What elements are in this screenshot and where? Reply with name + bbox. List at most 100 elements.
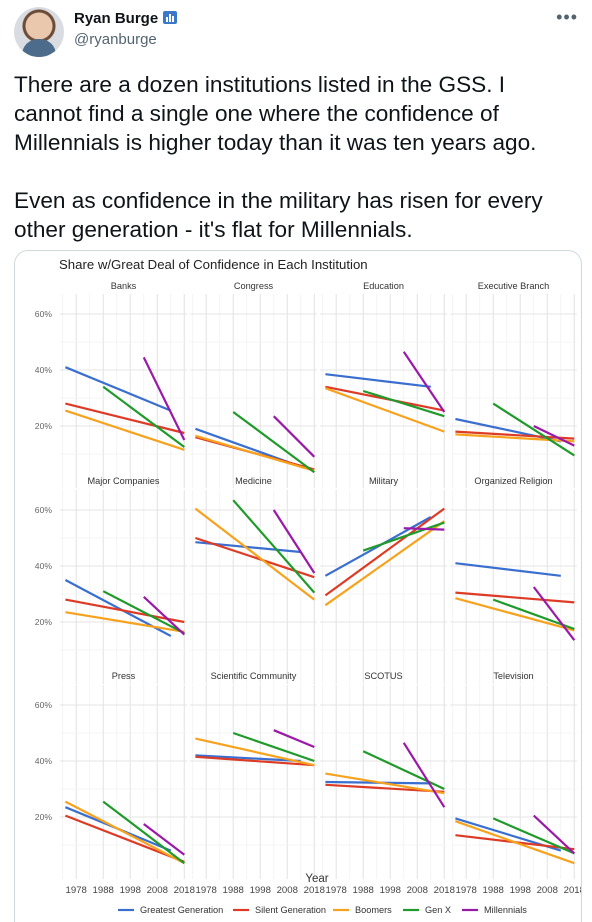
panel-background [190, 294, 317, 488]
x-tick-label: 1978 [66, 885, 87, 896]
y-tick-label: 40% [35, 561, 53, 571]
series-line [272, 509, 316, 574]
x-tick-label: 2008 [537, 885, 558, 896]
x-tick-label: 1978 [196, 885, 217, 896]
panel-title: Television [493, 671, 533, 681]
series-line [532, 586, 576, 641]
series-line [272, 415, 316, 458]
series-line [324, 507, 445, 597]
series-line [455, 562, 561, 577]
series-line [403, 527, 445, 531]
series-line [143, 823, 185, 856]
series-line [362, 521, 445, 552]
x-tick-label: 1988 [93, 885, 114, 896]
series-line [455, 591, 575, 604]
series-line [492, 402, 575, 457]
y-tick-label: 40% [35, 756, 53, 766]
chart-title: Share w/Great Deal of Confidence in Each… [59, 257, 368, 272]
x-tick-label: 2018 [174, 885, 195, 896]
series-line [232, 499, 316, 594]
series-line [402, 742, 446, 808]
panel-background [60, 685, 187, 879]
panel-background [190, 685, 317, 879]
series-line [325, 373, 431, 388]
x-tick-label: 1998 [250, 885, 271, 896]
panel-title: Banks [111, 281, 137, 291]
x-tick-label: 1988 [223, 885, 244, 896]
series-line [232, 411, 315, 474]
x-tick-label: 2018 [564, 885, 581, 896]
series-line [273, 729, 315, 749]
series-line [402, 351, 446, 413]
tweet-media-chart[interactable]: Share w/Great Deal of Confidence in Each… [14, 250, 582, 922]
series-line [325, 387, 445, 433]
y-tick-label: 20% [35, 421, 53, 431]
legend-label: Gen X [425, 905, 451, 915]
avatar[interactable] [14, 7, 64, 57]
panel-title: Scientific Community [211, 671, 297, 681]
series-line [232, 731, 315, 763]
series-line [65, 402, 185, 435]
y-tick-label: 60% [35, 700, 53, 710]
series-line [64, 800, 185, 865]
series-line [65, 611, 185, 633]
x-tick-label: 2008 [147, 885, 168, 896]
panel-title: Military [369, 476, 398, 486]
series-line [102, 385, 185, 448]
more-horizontal-icon[interactable]: ••• [556, 7, 578, 27]
panel-title: Major Companies [88, 476, 160, 486]
panel-background [60, 490, 187, 684]
series-line [143, 595, 186, 636]
tweet-header: Ryan Burge @ryanburge ••• [14, 7, 580, 57]
x-tick-label: 1998 [380, 885, 401, 896]
x-tick-label: 2008 [277, 885, 298, 896]
series-line [102, 800, 185, 865]
series-line [533, 814, 576, 855]
x-tick-label: 2018 [434, 885, 455, 896]
panel-background [320, 294, 447, 488]
legend-label: Millennials [484, 905, 527, 915]
series-line [65, 409, 185, 451]
series-line [492, 817, 575, 855]
tweet-paragraph-2: Even as confidence in the military has r… [14, 188, 543, 242]
series-line [455, 820, 575, 865]
series-line [195, 754, 301, 763]
legend-label: Greatest Generation [140, 905, 223, 915]
tweet-paragraph-1: There are a dozen institutions listed in… [14, 72, 537, 155]
series-line [533, 425, 575, 447]
series-line [362, 750, 445, 790]
tweet-text: There are a dozen institutions listed in… [14, 70, 574, 244]
x-tick-label: 1978 [456, 885, 477, 896]
series-line [325, 772, 445, 795]
series-line [455, 430, 575, 440]
panel-background [450, 490, 577, 684]
x-tick-label: 1988 [483, 885, 504, 896]
y-tick-label: 40% [35, 365, 53, 375]
bar-chart-icon [163, 11, 178, 24]
x-tick-label: 1978 [326, 885, 347, 896]
author-name[interactable]: Ryan Burge [74, 10, 178, 27]
series-line [195, 755, 315, 767]
x-tick-label: 1998 [510, 885, 531, 896]
panel-title: Congress [234, 281, 274, 291]
legend-label: Boomers [355, 905, 392, 915]
legend-label: Silent Generation [255, 905, 326, 915]
panel-title: Organized Religion [474, 476, 552, 486]
x-tick-label: 1988 [353, 885, 374, 896]
chart-canvas: Share w/Great Deal of Confidence in Each… [35, 257, 581, 915]
author-handle[interactable]: @ryanburge [74, 31, 157, 48]
x-axis-title: Year [305, 873, 328, 885]
x-tick-label: 2018 [304, 885, 325, 896]
author-name-text[interactable]: Ryan Burge [74, 10, 159, 27]
panel-title: Executive Branch [478, 281, 550, 291]
series-line [64, 366, 172, 412]
series-line [455, 433, 575, 443]
y-tick-label: 60% [35, 309, 53, 319]
series-line [102, 590, 185, 635]
panel-title: SCOTUS [364, 671, 402, 681]
series-line [362, 389, 445, 418]
panel-title: Press [112, 671, 136, 681]
series-line [324, 520, 445, 607]
panel-title: Education [363, 281, 404, 291]
series-line [195, 434, 315, 472]
